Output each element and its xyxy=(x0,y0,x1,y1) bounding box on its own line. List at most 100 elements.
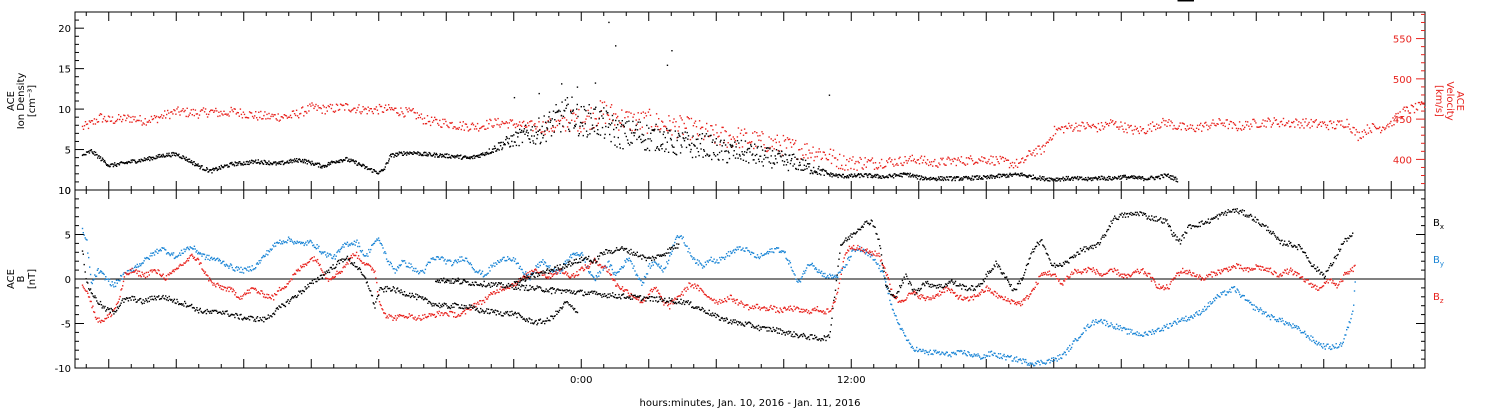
velocity-point xyxy=(1309,127,1310,128)
velocity-point xyxy=(88,128,89,129)
velocity-point xyxy=(615,113,616,114)
density-point xyxy=(689,145,690,146)
by-point xyxy=(705,262,706,263)
density-point xyxy=(1125,176,1126,177)
density-point xyxy=(491,152,492,153)
by-point xyxy=(1198,314,1199,315)
density-point xyxy=(939,179,940,180)
density-point xyxy=(804,165,805,166)
by-point xyxy=(281,241,282,242)
density-point xyxy=(1081,177,1082,178)
density-point xyxy=(737,140,738,141)
velocity-point xyxy=(667,130,668,131)
density-axis-title: ACE Ion Density [cm⁻³] xyxy=(6,73,38,130)
velocity-point xyxy=(929,161,930,162)
velocity-point xyxy=(1217,124,1218,125)
density-point xyxy=(786,164,787,165)
by-point xyxy=(1326,345,1327,346)
velocity-point xyxy=(1146,133,1147,134)
by-point xyxy=(274,243,275,244)
velocity-point xyxy=(493,125,494,126)
density-point xyxy=(238,163,239,164)
density-point xyxy=(536,132,537,133)
density-point xyxy=(770,163,771,164)
density-point xyxy=(546,141,547,142)
by-point xyxy=(134,267,135,268)
by-point xyxy=(194,246,195,247)
velocity-point xyxy=(727,147,728,148)
density-point xyxy=(733,155,734,156)
by-point xyxy=(710,259,711,260)
velocity-point xyxy=(448,127,449,128)
velocity-point xyxy=(330,104,331,105)
by-point xyxy=(1057,355,1058,356)
density-point xyxy=(683,138,684,139)
density-point xyxy=(105,163,106,164)
density-point xyxy=(536,138,537,139)
by-point xyxy=(1136,334,1137,335)
by-point xyxy=(315,247,316,248)
by-point xyxy=(1303,332,1304,333)
by-point xyxy=(257,262,258,263)
velocity-point xyxy=(775,139,776,140)
density-point xyxy=(714,141,715,142)
density-point xyxy=(103,159,104,160)
velocity-point xyxy=(1110,119,1111,120)
density-point xyxy=(516,132,517,133)
velocity-point xyxy=(418,117,419,118)
density-point xyxy=(607,112,608,113)
density-point xyxy=(831,176,832,177)
bz-point xyxy=(89,296,90,297)
density-point xyxy=(935,178,936,179)
by-point xyxy=(195,248,196,249)
velocity-point xyxy=(1282,124,1283,125)
by-point xyxy=(870,256,871,257)
velocity-point xyxy=(784,140,785,141)
velocity-point xyxy=(814,156,815,157)
density-point xyxy=(951,176,952,177)
velocity-point xyxy=(375,108,376,109)
velocity-point xyxy=(308,110,309,111)
velocity-point xyxy=(1279,126,1280,127)
density-point xyxy=(1132,176,1133,177)
by-point xyxy=(1114,326,1115,327)
by-point xyxy=(1228,291,1229,292)
velocity-point xyxy=(565,130,566,131)
velocity-point xyxy=(1227,119,1228,120)
density-point xyxy=(156,157,157,158)
velocity-point xyxy=(989,163,990,164)
density-point xyxy=(436,153,437,154)
by-point xyxy=(236,266,237,267)
by-point xyxy=(1348,327,1349,328)
density-point xyxy=(725,144,726,145)
density-point xyxy=(1069,178,1070,179)
velocity-point xyxy=(914,159,915,160)
by-point xyxy=(947,352,948,353)
velocity-point xyxy=(259,117,260,118)
velocity-point xyxy=(891,159,892,160)
density-point xyxy=(239,161,240,162)
density-point xyxy=(513,134,514,135)
density-point xyxy=(561,115,562,116)
by-point xyxy=(365,255,366,256)
velocity-point xyxy=(644,117,645,118)
by-point xyxy=(1020,358,1021,359)
density-point xyxy=(892,176,893,177)
density-point xyxy=(1032,178,1033,179)
density-point xyxy=(934,178,935,179)
velocity-point xyxy=(946,158,947,159)
by-point xyxy=(275,245,276,246)
velocity-point xyxy=(441,127,442,128)
density-point xyxy=(668,152,669,153)
velocity-point xyxy=(1294,126,1295,127)
density-point xyxy=(218,169,219,170)
velocity-point xyxy=(335,110,336,111)
by-point xyxy=(1259,309,1260,310)
density-point xyxy=(637,129,638,130)
density-point xyxy=(954,176,955,177)
velocity-point xyxy=(1122,129,1123,130)
density-point xyxy=(544,115,545,116)
density-point xyxy=(757,147,758,148)
velocity-point xyxy=(94,118,95,119)
density-point xyxy=(362,165,363,166)
